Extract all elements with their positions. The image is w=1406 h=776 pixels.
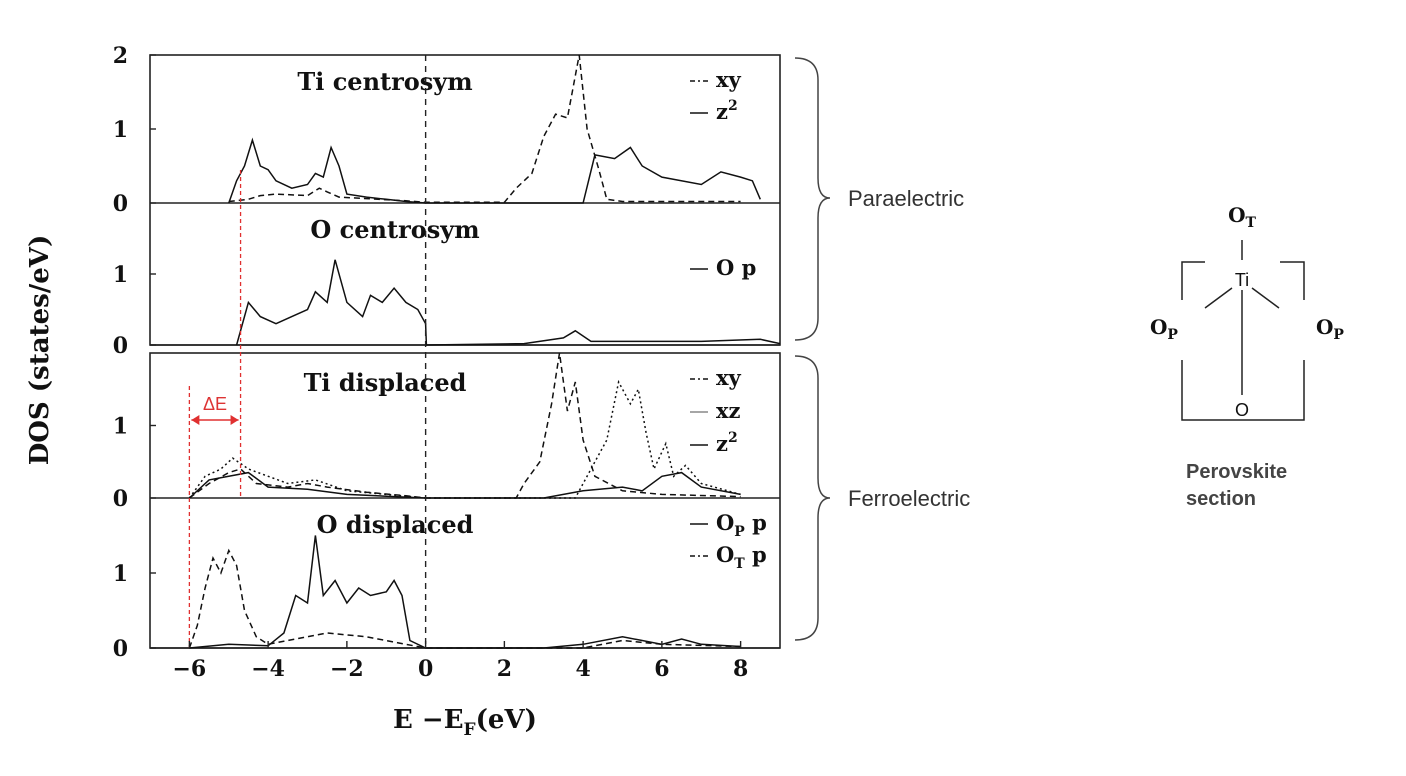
xtick-label-0: −6 <box>173 656 207 682</box>
panel-2-series-2 <box>188 471 741 499</box>
xtick-label-7: 8 <box>733 656 748 682</box>
y-axis-label: DOS (states/eV) <box>25 235 55 466</box>
panel-0-ytick-label-0: 0 <box>113 191 128 217</box>
panel-1-ytick-label-1: 1 <box>113 262 128 288</box>
panel-3-title: O displaced <box>317 510 474 539</box>
caption-line-2: section <box>1186 488 1256 510</box>
xtick-label-6: 6 <box>654 656 669 682</box>
panel-3-ytick-label-1: 1 <box>113 561 128 587</box>
xtick-label-2: −2 <box>330 656 364 682</box>
panel-0-series-1 <box>228 137 761 204</box>
panel-1-title: O centrosym <box>310 215 479 244</box>
panel-2-legend-label-0: xy <box>716 365 742 390</box>
atom-ot: OT <box>1228 203 1256 231</box>
group-brackets: Paraelectric Ferroelectric <box>794 57 970 641</box>
panel-2-legend-label-2: z2 <box>716 430 738 456</box>
panel-3-legend-label-1: OT p <box>716 542 767 572</box>
panel-0-ytick-label-2: 2 <box>113 43 128 69</box>
bracket-ferroelectric <box>794 355 831 641</box>
bracket-paraelectric <box>794 57 831 341</box>
frame-bottom <box>1181 360 1305 421</box>
label-paraelectric: Paraelectric <box>848 186 964 211</box>
atom-ti: Ti <box>1235 270 1249 290</box>
panel-1-series-0 <box>235 259 781 346</box>
panel-2-title: Ti displaced <box>304 368 467 397</box>
x-axis-label: E −EF(eV) <box>393 705 537 740</box>
panel-0-legend-label-1: z2 <box>716 98 738 124</box>
delta-e-arrowhead-left <box>191 415 200 425</box>
panel-3-series-0 <box>189 535 741 649</box>
perovskite-diagram: OT Ti OP OP O Perovskite section <box>1150 203 1344 510</box>
panel-3-legend-label-0: OP p <box>716 510 767 540</box>
panel-1-ytick-label-0: 0 <box>113 333 128 359</box>
delta-e-label: ΔE <box>203 394 227 414</box>
frame-right-top <box>1280 261 1305 300</box>
atom-op-left: OP <box>1150 315 1178 343</box>
axes-layer: 0 1 2 0 1 0 1 0 1 −6 −4 −2 0 2 4 6 8 <box>113 43 749 682</box>
panel-2-series-1 <box>188 379 741 499</box>
panel-1-legend-label-0: O p <box>716 255 756 280</box>
xtick-label-3: 0 <box>418 656 433 682</box>
atom-o-bottom: O <box>1235 400 1249 420</box>
atom-op-right: OP <box>1316 315 1344 343</box>
panel-0-ytick-label-1: 1 <box>113 117 128 143</box>
xtick-label-5: 4 <box>575 656 590 682</box>
panel-2-ytick-label-0: 0 <box>113 486 128 512</box>
xtick-label-4: 2 <box>497 656 512 682</box>
label-ferroelectric: Ferroelectric <box>848 486 970 511</box>
xtick-label-1: −4 <box>251 656 285 682</box>
panel-3-series-1 <box>188 548 741 649</box>
delta-e-arrowhead-right <box>230 415 239 425</box>
panel-2-legend-label-1: xz <box>716 398 741 423</box>
bond-right <box>1251 287 1280 309</box>
bond-left <box>1204 287 1233 309</box>
panel-0-legend-label-0: xy <box>716 67 742 92</box>
panel-2-ytick-label-1: 1 <box>113 414 128 440</box>
frame-left-top <box>1181 261 1205 300</box>
panel-0-title: Ti centrosym <box>297 67 472 96</box>
panel-layer: Ti centrosym xy z2 O centrosym O p Ti displac… <box>149 54 781 649</box>
panel-3-ytick-label-0: 0 <box>113 636 128 662</box>
frame-ferroelectric <box>149 352 781 649</box>
caption-line-1: Perovskite <box>1186 461 1287 483</box>
